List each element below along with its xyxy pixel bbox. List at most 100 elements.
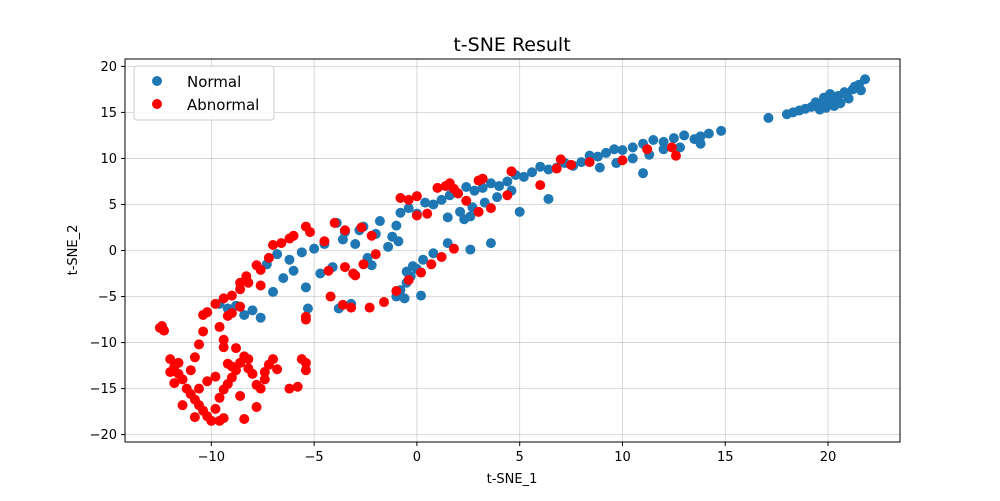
data-point-abnormal — [617, 155, 628, 166]
data-point-abnormal — [194, 339, 205, 350]
legend-marker-abnormal — [152, 99, 162, 109]
x-axis-label: t-SNE_1 — [487, 472, 538, 487]
data-point-normal — [518, 171, 529, 182]
x-tick-label: 10 — [614, 450, 631, 465]
data-point-abnormal — [391, 286, 402, 297]
data-point-normal — [416, 290, 427, 301]
data-point-abnormal — [243, 354, 254, 365]
data-point-abnormal — [202, 376, 213, 387]
data-point-abnormal — [169, 378, 180, 389]
y-tick-label: −15 — [90, 382, 117, 397]
data-point-normal — [648, 135, 659, 146]
data-point-normal — [420, 197, 431, 208]
data-point-normal — [399, 293, 410, 304]
data-point-abnormal — [226, 372, 237, 383]
data-point-normal — [383, 241, 394, 252]
data-point-normal — [514, 206, 525, 217]
grid — [125, 59, 900, 442]
data-point-abnormal — [157, 320, 168, 331]
y-tick-label: −10 — [90, 336, 117, 351]
data-point-abnormal — [366, 230, 377, 241]
data-point-normal — [617, 145, 628, 156]
data-point-normal — [436, 194, 447, 205]
data-point-abnormal — [235, 301, 246, 312]
data-point-abnormal — [218, 293, 229, 304]
data-point-abnormal — [268, 239, 279, 250]
x-tick-label: 20 — [820, 450, 837, 465]
data-point-normal — [455, 206, 466, 217]
data-point-abnormal — [194, 383, 205, 394]
data-point-normal — [418, 254, 429, 265]
data-point-abnormal — [453, 188, 464, 199]
legend-label-normal: Normal — [187, 73, 241, 91]
data-point-abnormal — [350, 270, 361, 281]
x-tick-label: −10 — [198, 450, 225, 465]
chart-title: t-SNE Result — [453, 34, 570, 56]
data-point-normal — [527, 167, 538, 178]
data-point-abnormal — [226, 290, 237, 301]
data-point-abnormal — [411, 191, 422, 202]
data-point-abnormal — [241, 271, 252, 282]
data-point-abnormal — [584, 157, 595, 168]
data-point-abnormal — [670, 150, 681, 161]
y-tick-label: 0 — [109, 244, 117, 259]
data-point-normal — [543, 164, 554, 175]
data-point-normal — [829, 100, 840, 111]
data-point-abnormal — [292, 381, 303, 392]
y-axis-ticks: −20 −15 −10 −5 0 5 10 15 20 — [90, 60, 125, 443]
data-point-abnormal — [177, 374, 188, 385]
data-point-abnormal — [403, 194, 414, 205]
data-point-abnormal — [284, 383, 295, 394]
y-tick-label: −20 — [90, 428, 117, 443]
data-point-normal — [366, 260, 377, 271]
data-point-normal — [247, 305, 258, 316]
data-point-abnormal — [235, 277, 246, 288]
data-point-abnormal — [263, 252, 274, 263]
data-point-abnormal — [296, 354, 307, 365]
data-point-normal — [309, 243, 320, 254]
data-point-normal — [391, 220, 402, 231]
data-point-normal — [461, 181, 472, 192]
data-point-abnormal — [339, 262, 350, 273]
data-point-normal — [535, 161, 546, 172]
y-tick-label: 10 — [100, 152, 117, 167]
data-point-abnormal — [426, 259, 437, 270]
data-point-normal — [469, 185, 480, 196]
y-tick-label: 20 — [100, 60, 117, 75]
data-point-abnormal — [226, 308, 237, 319]
data-point-abnormal — [210, 371, 221, 382]
data-point-abnormal — [356, 222, 367, 233]
data-point-abnormal — [411, 210, 422, 221]
data-point-normal — [485, 238, 496, 249]
data-point-abnormal — [300, 221, 311, 232]
data-points — [154, 74, 871, 426]
data-point-abnormal — [323, 265, 334, 276]
data-point-abnormal — [268, 354, 279, 365]
data-point-normal — [350, 239, 361, 250]
data-point-normal — [668, 133, 679, 144]
data-point-normal — [268, 286, 279, 297]
x-axis-ticks: −10 −5 0 5 10 15 20 — [198, 442, 837, 465]
data-point-abnormal — [422, 208, 433, 219]
data-point-abnormal — [364, 302, 375, 313]
data-point-normal — [781, 109, 792, 120]
data-point-normal — [296, 247, 307, 258]
data-point-abnormal — [473, 175, 484, 186]
data-point-abnormal — [506, 166, 517, 177]
data-point-normal — [543, 193, 554, 204]
data-point-normal — [601, 147, 612, 158]
data-point-normal — [239, 309, 250, 320]
y-axis-label: t-SNE_2 — [66, 225, 81, 276]
data-point-abnormal — [432, 182, 443, 193]
data-point-abnormal — [231, 343, 242, 354]
data-point-abnormal — [319, 236, 330, 247]
data-point-normal — [627, 153, 638, 164]
data-point-normal — [594, 162, 605, 173]
data-point-abnormal — [502, 190, 513, 201]
data-point-normal — [679, 130, 690, 141]
data-point-abnormal — [218, 334, 229, 345]
data-point-normal — [395, 207, 406, 218]
data-point-abnormal — [165, 354, 176, 365]
data-point-normal — [716, 125, 727, 136]
